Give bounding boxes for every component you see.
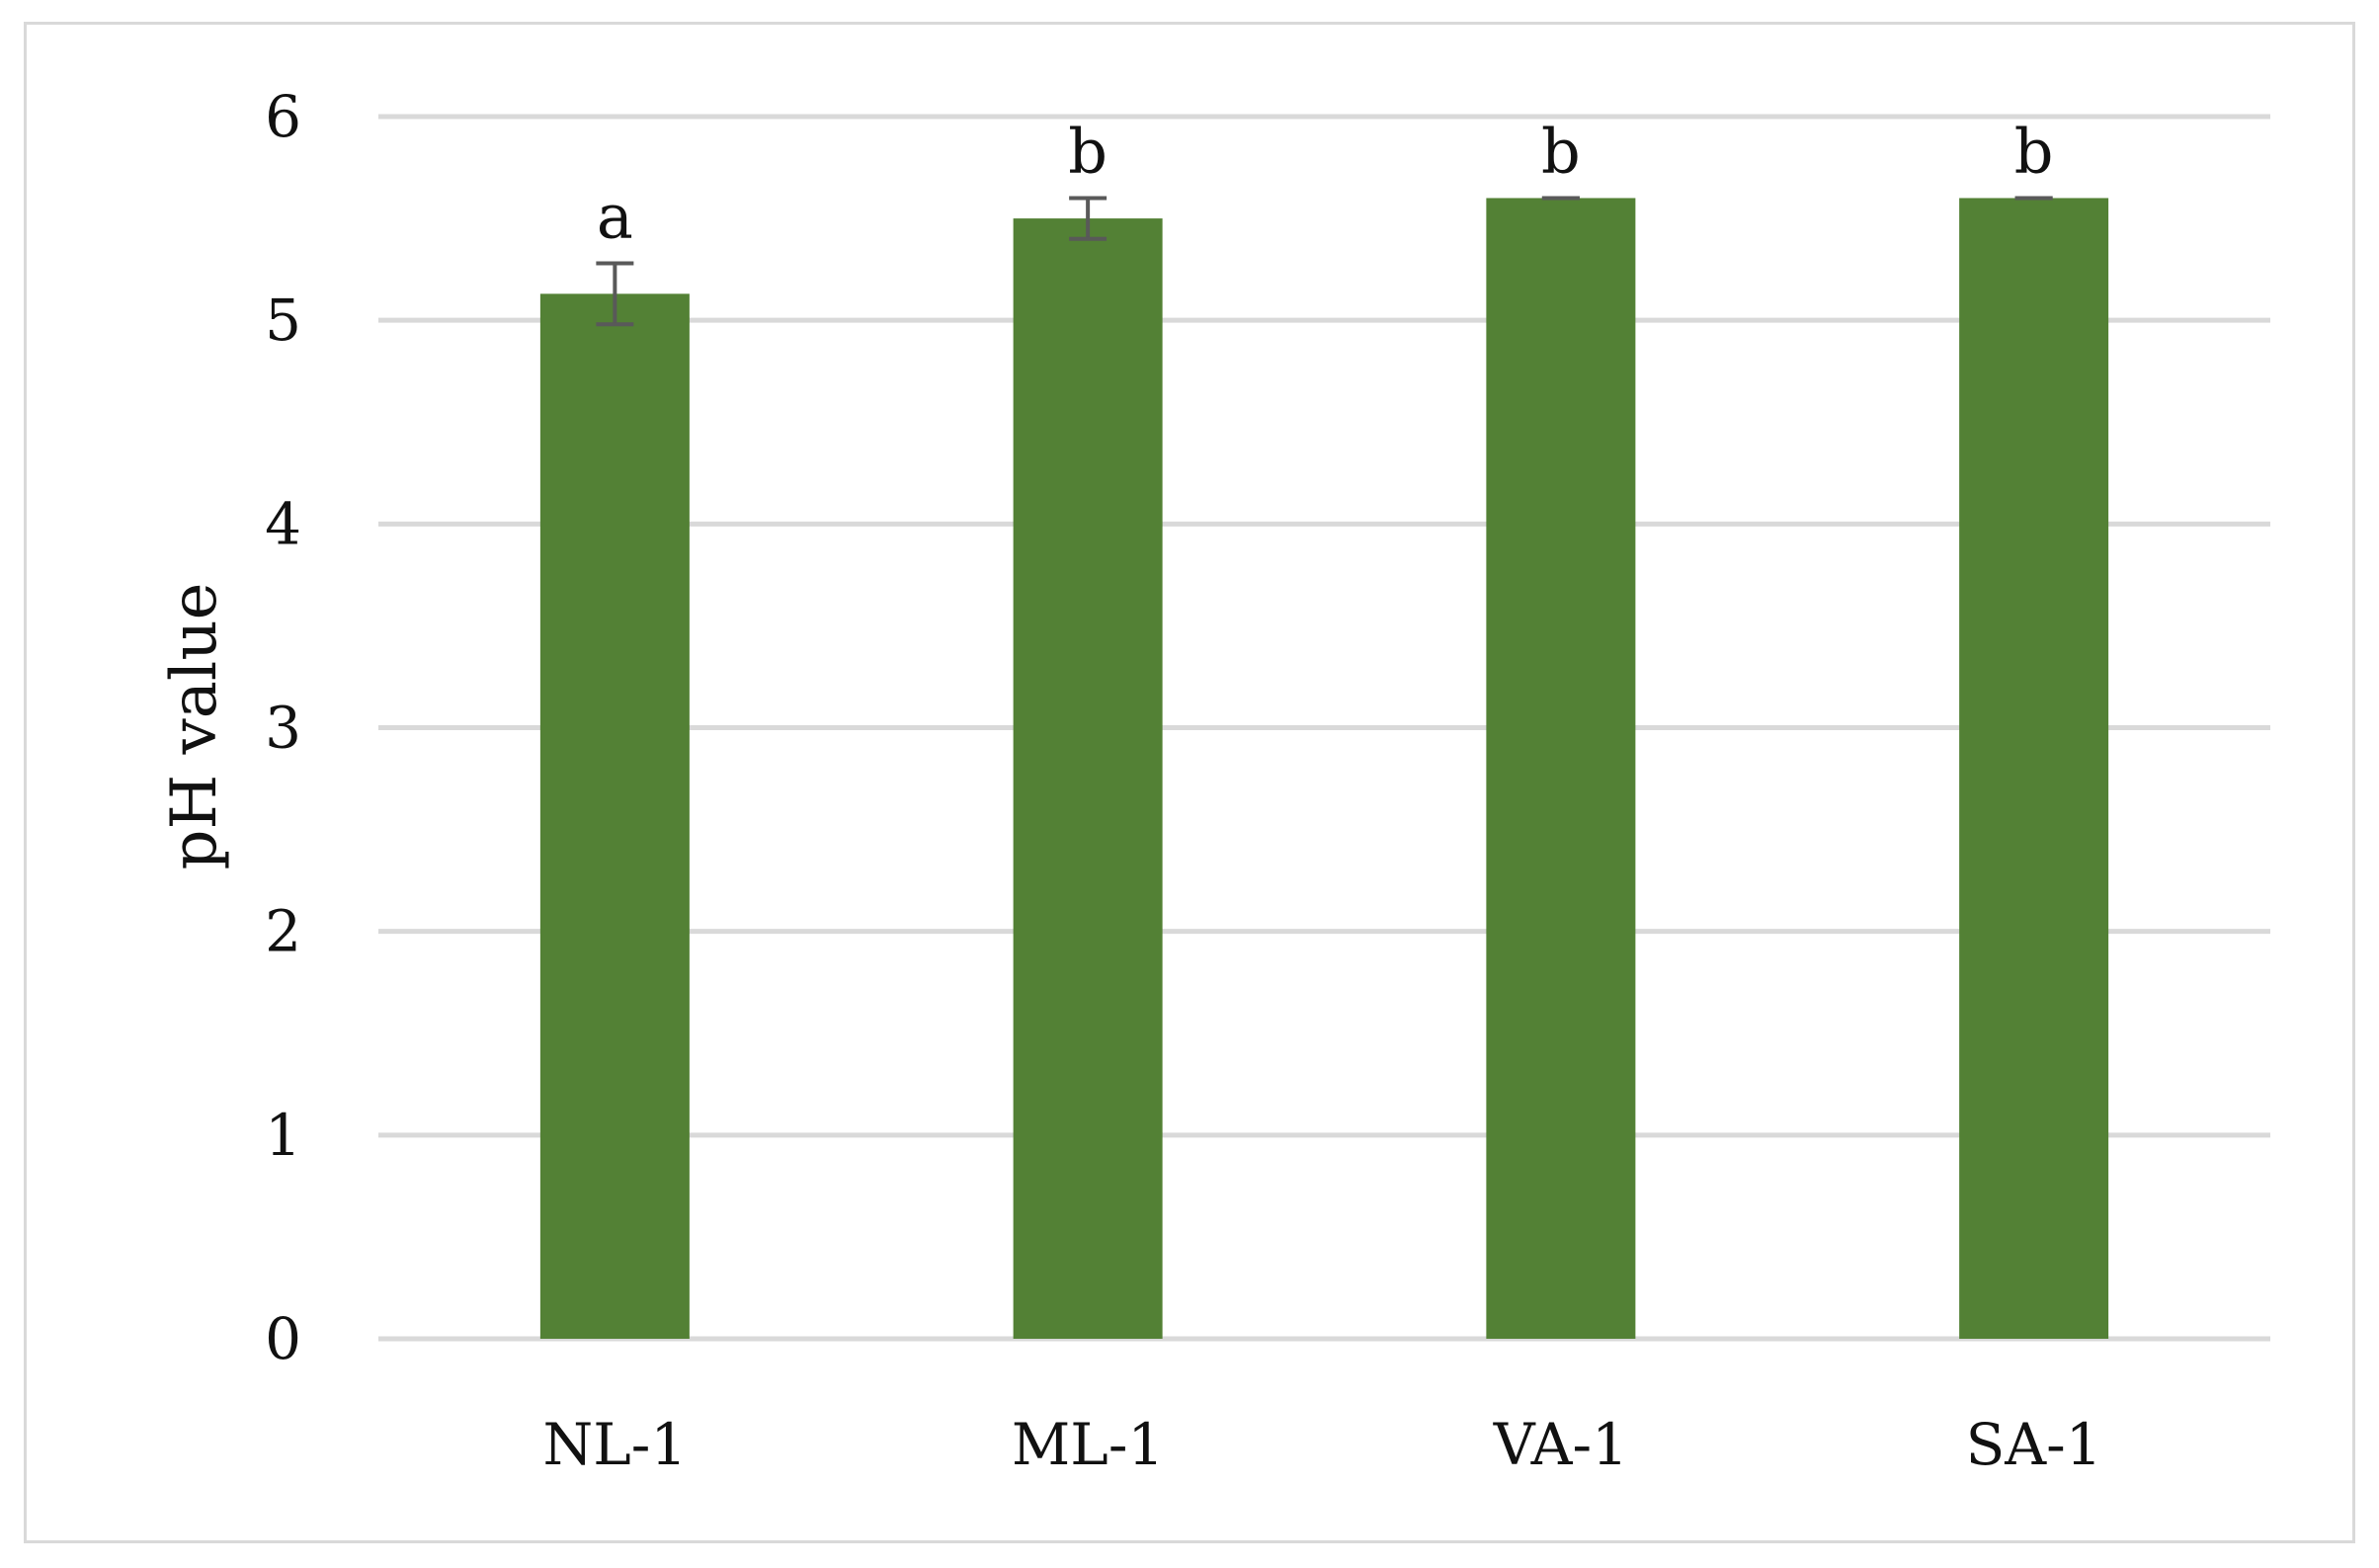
bar-sa-1 <box>1959 198 2109 1339</box>
bars <box>539 198 2109 1339</box>
significance-label: b <box>1541 115 1581 187</box>
significance-label: b <box>2014 115 2054 187</box>
y-axis-title: pH value <box>158 583 231 870</box>
error-bar-nl-1 <box>596 261 634 327</box>
x-axis-ticks: NL-1 ML-1 VA-1 SA-1 <box>542 1411 2101 1478</box>
significance-letters: ab b b <box>597 115 2054 252</box>
x-tick-label: SA-1 <box>1966 1411 2102 1478</box>
y-tick-label: 1 <box>265 1102 301 1169</box>
y-tick-label: 2 <box>265 898 301 965</box>
bar-nl-1 <box>539 293 690 1339</box>
y-tick-label: 4 <box>265 490 301 557</box>
y-tick-label: 3 <box>265 695 301 762</box>
significance-label: a <box>597 180 633 252</box>
x-tick-label: VA-1 <box>1493 1411 1628 1478</box>
bar-va-1 <box>1486 198 1636 1339</box>
chart-frame <box>24 22 2355 1543</box>
y-tick-label: 0 <box>265 1305 301 1372</box>
x-tick-label: NL-1 <box>542 1411 687 1478</box>
y-axis-ticks: 0 1 2 3 4 5 6 <box>265 83 301 1372</box>
gridlines <box>378 114 2270 1342</box>
error-bars <box>596 196 2053 327</box>
error-bar-ml-1 <box>1069 196 1107 241</box>
significance-label: b <box>1068 115 1107 187</box>
y-tick-label: 6 <box>265 83 301 150</box>
x-tick-label: ML-1 <box>1012 1411 1164 1478</box>
y-tick-label: 5 <box>265 287 301 354</box>
bar-ml-1 <box>1013 218 1163 1339</box>
